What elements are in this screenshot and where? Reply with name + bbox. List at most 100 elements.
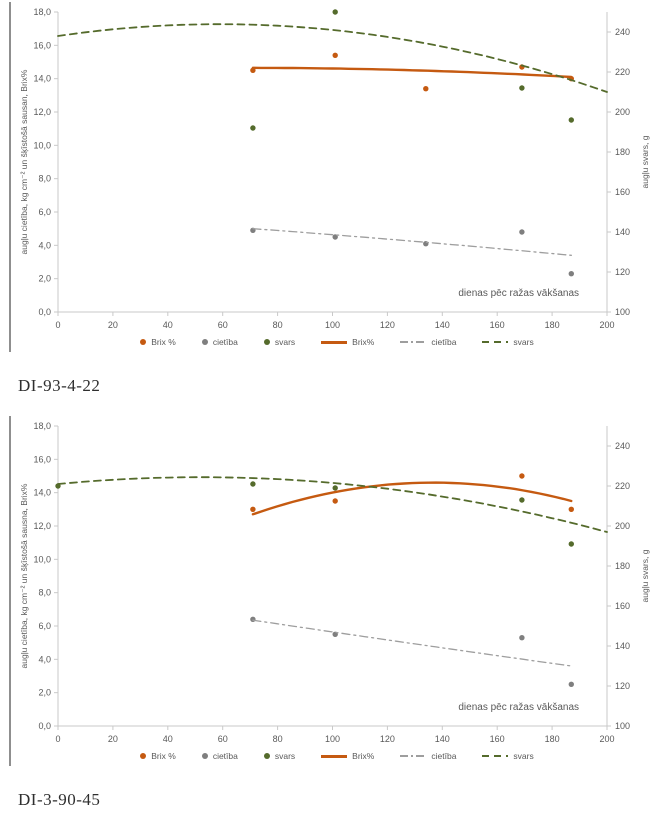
y-left-tick-label: 18,0 xyxy=(33,421,51,431)
y-left-tick-label: 4,0 xyxy=(38,240,51,250)
x-axis-tick-label: 120 xyxy=(380,734,395,744)
x-axis-tick-label: 60 xyxy=(218,320,228,330)
legend-label: svars xyxy=(513,337,534,347)
x-axis-tick-label: 60 xyxy=(218,734,228,744)
y-left-tick-label: 10,0 xyxy=(33,140,51,150)
x-axis-tick-label: 80 xyxy=(273,320,283,330)
data-point-svars xyxy=(332,485,338,491)
data-point-cietība xyxy=(519,635,525,641)
data-point-svars xyxy=(568,541,574,547)
y-right-tick-label: 240 xyxy=(615,27,630,37)
trend-line-svars xyxy=(57,476,608,533)
legend-marker-dot xyxy=(140,339,147,345)
trend-line-cietība xyxy=(252,228,572,256)
chart-caption-top: DI-93-4-22 xyxy=(18,376,101,395)
legend-label: Brix% xyxy=(352,751,375,761)
legend-item: Brix % xyxy=(140,751,176,761)
x-axis-annotation: dienas pēc ražas vākšanas xyxy=(458,288,579,299)
trend-line-Brix xyxy=(251,481,573,516)
data-point-svars xyxy=(519,85,525,91)
y-left-tick-label: 10,0 xyxy=(33,554,51,564)
x-axis-tick-label: 20 xyxy=(108,320,118,330)
x-axis-tick-label: 0 xyxy=(55,734,60,744)
y-left-tick-label: 6,0 xyxy=(38,621,51,631)
trend-line-Brix xyxy=(251,66,573,79)
y-left-tick-label: 8,0 xyxy=(38,588,51,598)
chart-caption-bottom: DI-3-90-45 xyxy=(18,790,101,809)
y-left-tick-label: 2,0 xyxy=(38,688,51,698)
x-axis-tick-label: 20 xyxy=(108,734,118,744)
legend-marker-dashdot xyxy=(400,341,427,343)
x-axis-tick-label: 100 xyxy=(325,320,340,330)
legend-label: svars xyxy=(274,337,296,347)
y-right-tick-label: 120 xyxy=(615,267,630,277)
y-right-axis-label: augļu svars, g xyxy=(640,549,650,602)
y-right-axis-label: augļu svars, g xyxy=(640,135,650,188)
x-axis-tick-label: 200 xyxy=(599,320,614,330)
x-axis-tick-label: 160 xyxy=(490,734,505,744)
y-right-tick-label: 200 xyxy=(615,107,630,117)
x-axis-tick-label: 160 xyxy=(490,320,505,330)
y-right-tick-label: 100 xyxy=(615,721,630,731)
legend-item: cietība xyxy=(201,337,238,347)
x-axis-tick-label: 40 xyxy=(163,734,173,744)
x-axis-tick-label: 120 xyxy=(380,320,395,330)
legend-marker-dot xyxy=(201,753,208,759)
scatter-chart-bottom: 0 20 40 60 80 100 120 140 160 180 200 0,0 2,0 4,0 6,0 8… xyxy=(19,421,650,744)
data-point-Brix xyxy=(332,498,338,504)
legend-item: cietība xyxy=(201,751,238,761)
legend-item: cietība xyxy=(400,751,456,761)
data-point-svars xyxy=(250,481,256,487)
data-point-cietība xyxy=(519,229,525,235)
y-right-tick-label: 180 xyxy=(615,561,630,571)
legend-label: cietība xyxy=(212,337,238,347)
chart-legend-bottom: Brix % cietība svars Brix% cietība svars xyxy=(11,746,663,766)
legend-marker-dot xyxy=(263,753,270,759)
data-point-Brix xyxy=(332,52,338,58)
data-point-Brix xyxy=(250,506,256,512)
legend-item: Brix% xyxy=(321,751,374,761)
legend-item: Brix % xyxy=(140,337,176,347)
data-point-Brix xyxy=(568,506,574,512)
legend-marker-dashed xyxy=(482,755,509,757)
y-right-tick-label: 200 xyxy=(615,521,630,531)
y-left-tick-label: 8,0 xyxy=(38,174,51,184)
y-right-tick-label: 100 xyxy=(615,307,630,317)
x-axis-tick-label: 100 xyxy=(325,734,340,744)
data-point-svars xyxy=(250,125,256,131)
x-axis-tick-label: 180 xyxy=(545,734,560,744)
legend-label: Brix % xyxy=(151,751,176,761)
legend-item: svars xyxy=(263,751,295,761)
y-left-tick-label: 12,0 xyxy=(33,107,51,117)
y-right-tick-label: 160 xyxy=(615,601,630,611)
chart-legend-top: Brix % cietība svars Brix% cietība svars xyxy=(11,332,663,352)
y-right-tick-label: 240 xyxy=(615,441,630,451)
x-axis-tick-label: 80 xyxy=(273,734,283,744)
legend-label: svars xyxy=(513,751,534,761)
legend-item: Brix% xyxy=(321,337,374,347)
y-left-tick-label: 2,0 xyxy=(38,274,51,284)
y-left-tick-label: 16,0 xyxy=(33,454,51,464)
data-point-svars xyxy=(332,9,338,15)
y-left-tick-label: 6,0 xyxy=(38,207,51,217)
y-right-tick-label: 220 xyxy=(615,481,630,491)
x-axis-tick-label: 140 xyxy=(435,320,450,330)
legend-label: Brix % xyxy=(151,337,176,347)
chart-figure-top: 0 20 40 60 80 100 120 140 160 180 200 0,0 2,0 4,0 6,0 8… xyxy=(9,2,663,352)
x-axis-tick-label: 140 xyxy=(435,734,450,744)
y-left-tick-label: 0,0 xyxy=(38,721,51,731)
legend-item: svars xyxy=(482,337,534,347)
y-left-tick-label: 18,0 xyxy=(33,7,51,17)
y-right-tick-label: 180 xyxy=(615,147,630,157)
y-right-tick-label: 220 xyxy=(615,67,630,77)
trend-line-cietība xyxy=(252,619,572,667)
data-point-cietība xyxy=(568,681,574,687)
x-axis-tick-label: 180 xyxy=(545,320,560,330)
legend-marker-dashed xyxy=(482,341,509,343)
x-axis-tick-label: 40 xyxy=(163,320,173,330)
data-point-cietība xyxy=(250,616,256,622)
data-point-svars xyxy=(519,497,525,503)
x-axis-tick-label: 200 xyxy=(599,734,614,744)
data-point-cietība xyxy=(568,271,574,277)
